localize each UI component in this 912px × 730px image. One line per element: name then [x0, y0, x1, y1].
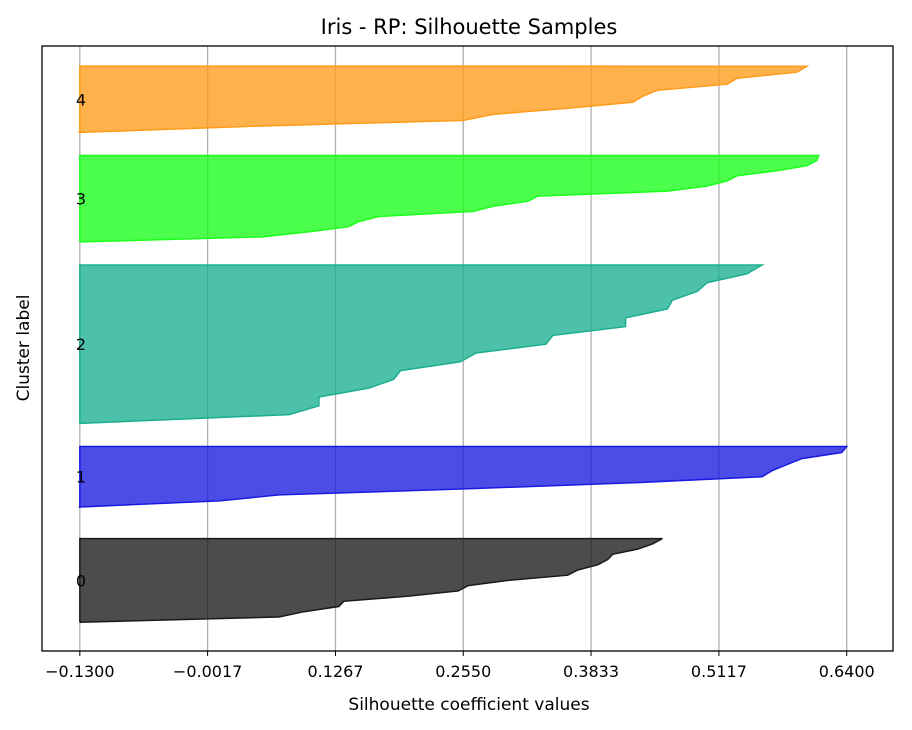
chart-title: Iris - RP: Silhouette Samples [321, 15, 618, 39]
y-axis-label: Cluster label [14, 295, 34, 402]
x-axis-label: Silhouette coefficient values [348, 695, 589, 715]
cluster-label-4: 4 [76, 90, 86, 109]
cluster-3-silhouette [79, 154, 820, 243]
cluster-0-silhouette [79, 537, 663, 623]
x-tick-label: 0.3833 [563, 662, 619, 681]
x-tick-label: −0.0017 [173, 662, 242, 681]
x-tick-label: 0.1267 [308, 662, 364, 681]
x-tick-label: 0.6400 [819, 662, 875, 681]
cluster-label-2: 2 [76, 335, 86, 354]
y-axis-ticks: 0 1 2 3 4 [76, 90, 86, 590]
cluster-silhouettes [77, 65, 849, 623]
plot-frame [41, 45, 894, 652]
x-tick-label: 0.5117 [691, 662, 747, 681]
x-tick-label: 0.2550 [435, 662, 491, 681]
cluster-4-silhouette [77, 65, 810, 134]
cluster-1-silhouette [78, 445, 849, 508]
x-tick-label: −0.1300 [45, 662, 114, 681]
x-axis-ticks: −0.1300 −0.0017 0.1267 0.2550 0.3833 0.5117 0.… [45, 651, 875, 681]
cluster-2-silhouette [79, 264, 765, 425]
cluster-label-1: 1 [76, 468, 86, 487]
cluster-label-3: 3 [76, 190, 86, 209]
cluster-label-0: 0 [76, 571, 86, 590]
